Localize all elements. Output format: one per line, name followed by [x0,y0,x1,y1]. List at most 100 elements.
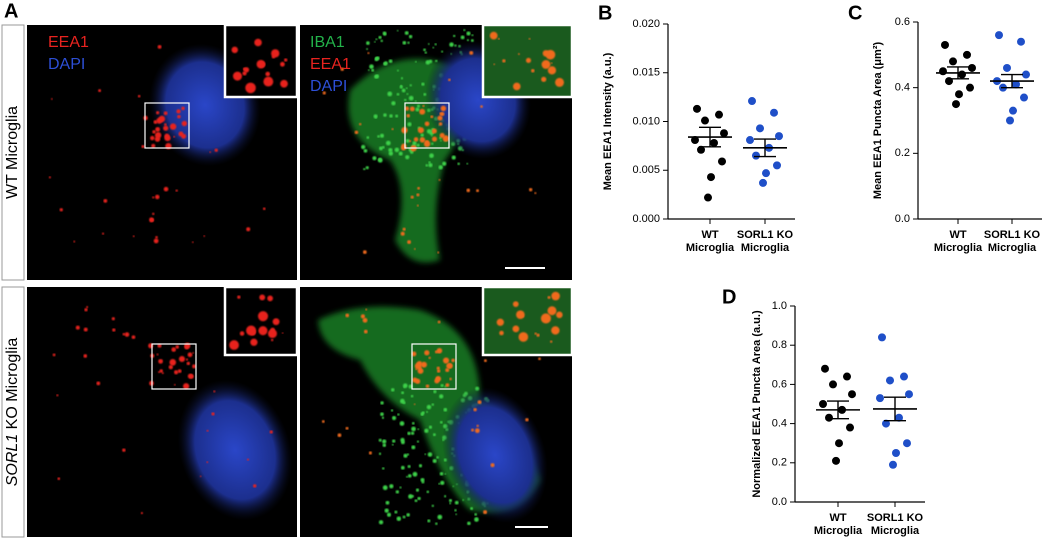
puncta [186,361,190,366]
puncta [411,426,416,432]
puncta [483,359,487,363]
puncta [449,502,452,505]
data-point [835,439,843,448]
puncta [417,186,420,190]
puncta [426,410,428,413]
puncta [421,82,425,86]
row-label: SORL1 KO Microglia [4,338,21,487]
puncta [441,50,444,53]
puncta [263,76,274,87]
puncta [555,77,565,87]
puncta [98,89,102,93]
puncta [439,394,444,399]
puncta [437,115,443,121]
zoom-box [404,102,450,149]
puncta [363,148,368,153]
data-point [949,57,957,66]
data-point [718,157,726,166]
puncta [257,311,269,322]
puncta [262,207,266,211]
puncta [415,488,420,492]
panel-label: C [848,2,862,24]
puncta [439,420,443,424]
data-point [968,63,976,72]
y-tick-label: 0.6 [895,16,910,28]
puncta [391,443,394,446]
puncta [259,61,266,68]
data-point [1003,63,1011,72]
data-point [752,151,760,160]
puncta [436,369,441,373]
puncta [177,114,181,119]
puncta [416,143,420,147]
puncta [378,452,382,456]
y-tick-label: 0.005 [632,164,660,176]
data-point [848,390,856,399]
puncta [124,332,130,337]
channel-label: DAPI [310,78,347,95]
puncta [474,513,478,516]
puncta [321,420,325,423]
puncta [239,331,245,336]
puncta [399,486,402,489]
puncta [443,407,448,412]
puncta [379,133,385,138]
puncta [269,430,273,434]
puncta [438,178,441,181]
puncta [112,328,116,332]
puncta [541,76,547,82]
puncta [360,144,366,150]
puncta [405,139,410,143]
puncta [547,66,557,75]
puncta [371,68,375,72]
puncta [407,122,412,127]
data-point [843,372,851,381]
puncta [246,325,257,336]
puncta [400,231,405,236]
data-point [892,449,900,457]
puncta [385,500,390,505]
puncta [411,445,416,450]
puncta [452,485,455,488]
data-point [829,380,837,389]
puncta [466,39,469,42]
puncta [402,515,406,519]
puncta [428,356,431,360]
data-point [762,169,770,178]
puncta [534,192,537,195]
zoom-box [144,102,190,149]
puncta [436,456,439,459]
data-point [882,419,890,428]
micrographs [27,23,574,537]
puncta [206,461,209,464]
puncta [419,137,426,143]
puncta [550,62,553,64]
puncta [111,317,115,321]
x-tick-label: SORL1 KO Microglia [983,229,1041,254]
puncta [187,373,193,379]
puncta [155,236,158,239]
puncta [408,95,414,101]
puncta [173,135,176,138]
puncta [436,347,443,354]
data-point [701,116,709,125]
puncta [536,333,540,337]
puncta [437,320,441,324]
puncta [122,332,126,336]
puncta [152,196,155,199]
y-tick-label: 0.015 [632,67,660,79]
puncta [168,364,173,370]
puncta [374,74,378,79]
puncta [151,143,156,148]
puncta [448,499,453,503]
puncta [229,340,239,350]
x-tick-label: WT Microglia [813,512,863,537]
y-tick-label: 0.000 [632,213,660,225]
puncta [476,424,479,428]
puncta [392,439,396,443]
data-point [895,413,903,422]
data-point [958,70,966,79]
puncta [75,325,80,330]
channel-label: IBA1 [310,34,345,51]
puncta [428,163,433,168]
